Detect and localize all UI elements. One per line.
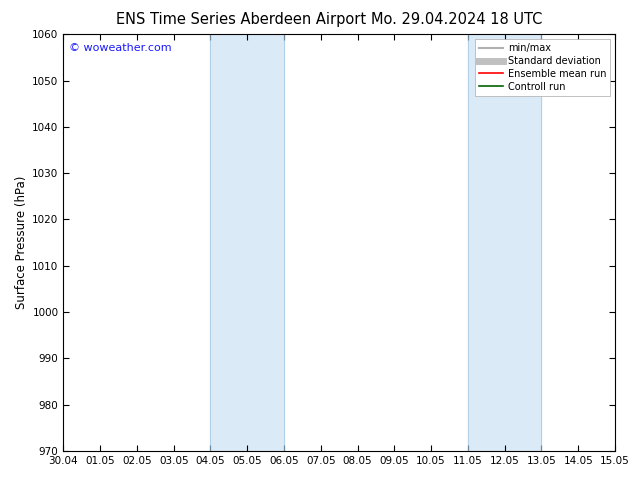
Bar bbox=[468, 34, 541, 451]
Bar bbox=[210, 34, 284, 451]
Text: © woweather.com: © woweather.com bbox=[69, 43, 172, 52]
Text: ENS Time Series Aberdeen Airport: ENS Time Series Aberdeen Airport bbox=[116, 12, 366, 27]
Text: Mo. 29.04.2024 18 UTC: Mo. 29.04.2024 18 UTC bbox=[371, 12, 542, 27]
Y-axis label: Surface Pressure (hPa): Surface Pressure (hPa) bbox=[15, 176, 28, 309]
Legend: min/max, Standard deviation, Ensemble mean run, Controll run: min/max, Standard deviation, Ensemble me… bbox=[475, 39, 610, 96]
